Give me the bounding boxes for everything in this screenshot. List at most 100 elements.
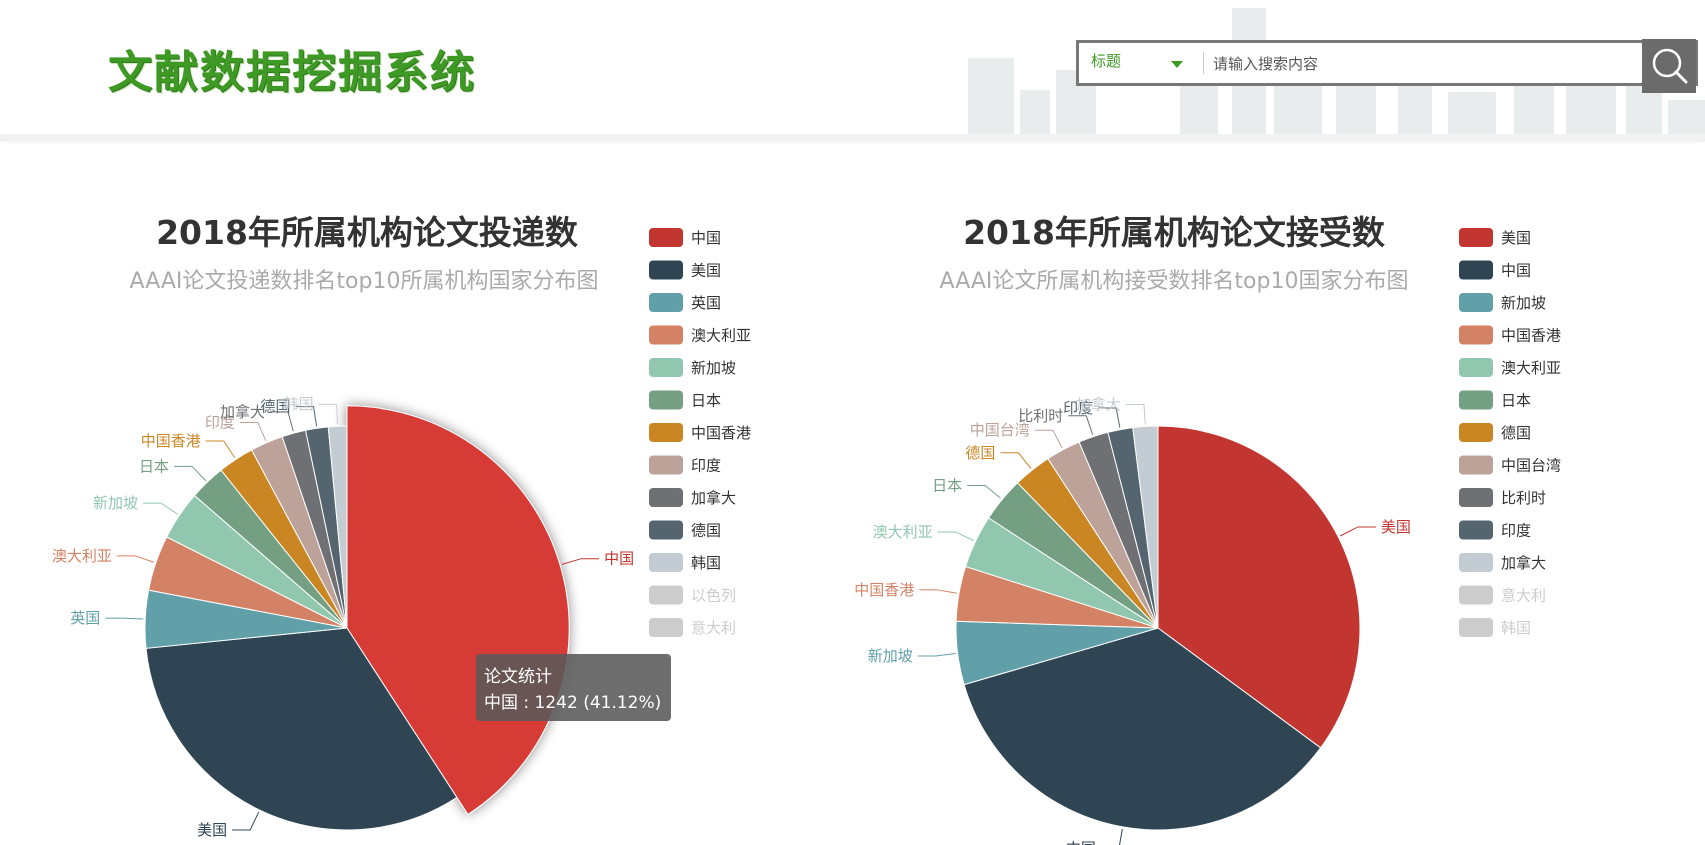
legend-label: 中国台湾 [1501,457,1561,475]
legend-item[interactable]: 以色列 [649,585,736,605]
slice-label: 中国香港 [141,432,201,450]
legend-item[interactable]: 印度 [1459,520,1531,540]
legend-label: 中国 [691,229,721,247]
slice-label: 新加坡 [93,494,138,512]
legend-swatch [1459,325,1493,345]
label-line [270,411,294,432]
legend-swatch [649,260,683,280]
legend-swatch [649,520,683,540]
legend-item[interactable]: 中国 [1459,260,1531,280]
legend-item[interactable]: 澳大利亚 [649,325,751,345]
legend-swatch [649,488,683,507]
slice-label: 印度 [205,413,235,431]
label-line [1068,415,1094,435]
legend-label: 中国香港 [1501,327,1561,345]
header-bar: 文献数据挖掘系统 标题 [0,0,1705,141]
legend-item[interactable]: 韩国 [649,553,721,572]
legend-item[interactable]: 德国 [1459,423,1531,442]
legend-swatch [1459,260,1493,280]
legend-label: 以色列 [691,587,736,605]
legend-item[interactable]: 日本 [649,390,721,410]
legend-swatch [1459,553,1493,572]
slice-label: 美国 [197,821,227,839]
chart-title: 2018年所属机构论文接受数 [963,213,1386,252]
legend-item[interactable]: 新加坡 [1459,293,1546,312]
slice-label: 比利时 [1018,407,1063,425]
search-input[interactable] [1211,47,1705,81]
pie-slice[interactable] [327,425,348,629]
legend-item[interactable]: 新加坡 [649,358,736,377]
legend-item[interactable]: 意大利 [1459,585,1546,605]
slice-label: 韩国 [284,395,314,413]
pie-slice[interactable] [963,627,1322,831]
legend-item[interactable]: 澳大利亚 [1459,358,1561,377]
legend-label: 澳大利亚 [1501,359,1561,377]
app-logo: 文献数据挖掘系统 [108,47,476,98]
legend-item[interactable]: 中国香港 [649,423,751,442]
legend-item[interactable]: 美国 [1459,228,1531,247]
legend-swatch [649,390,683,410]
slice-label: 加拿大 [220,403,265,421]
legend-item[interactable]: 韩国 [1459,618,1531,637]
legend-swatch [1459,488,1493,507]
label-line [116,555,155,563]
legend-item[interactable]: 加拿大 [649,488,736,507]
legend-item[interactable]: 中国香港 [1459,325,1561,345]
legend-label: 意大利 [691,619,736,637]
legend-item[interactable]: 英国 [649,293,721,312]
label-line [232,811,260,831]
legend-swatch [1459,618,1493,637]
legend-swatch [649,455,683,475]
search-divider [1203,52,1204,74]
slice-label: 印度 [1063,399,1093,417]
legend-label: 德国 [1501,424,1531,442]
slice-label: 澳大利亚 [52,547,112,565]
slice-label: 中国台湾 [970,421,1030,439]
legend-item[interactable]: 美国 [649,260,721,280]
label-line [239,421,267,442]
legend-label: 比利时 [1501,489,1546,507]
search-button[interactable] [1642,39,1696,93]
legend-label: 澳大利亚 [691,327,751,345]
tooltip-value: 中国 : 1242 (41.12%) [484,693,661,713]
label-line [917,653,956,657]
pie-slice[interactable] [1157,425,1361,749]
legend-swatch [1459,520,1493,540]
legend-item[interactable]: 加拿大 [1459,553,1546,572]
legend-label: 韩国 [691,554,721,572]
legend-label: 中国香港 [691,424,751,442]
legend-item[interactable]: 德国 [649,520,721,540]
legend-label: 日本 [691,392,721,410]
slice-label: 日本 [139,457,169,475]
tooltip-series: 论文统计 [484,667,552,687]
pie-slice[interactable] [145,627,458,831]
legend-item[interactable]: 日本 [1459,390,1531,410]
chart-subtitle: AAAI论文投递数排名top10所属机构国家分布图 [130,269,599,294]
label-line [105,617,144,620]
legend-swatch [1459,358,1493,377]
label-line [967,485,1001,499]
legend-item[interactable]: 印度 [649,455,721,475]
legend-item[interactable]: 比利时 [1459,488,1546,507]
legend-swatch [649,423,683,442]
search-type-select[interactable]: 标题 [1085,43,1189,83]
legend-swatch [1459,228,1493,247]
legend-item[interactable]: 中国台湾 [1459,455,1561,475]
legend-label: 新加坡 [691,359,736,377]
slice-label: 德国 [965,444,995,462]
legend-label: 日本 [1501,392,1531,410]
label-line [295,406,318,427]
chart-subtitle: AAAI论文所属机构接受数排名top10国家分布图 [940,269,1409,294]
label-line [205,440,236,458]
legend-label: 德国 [691,522,721,540]
legend-swatch [649,553,683,572]
legend-swatch [1459,455,1493,475]
pie-slice[interactable] [1132,425,1159,629]
slice-label: 中国香港 [854,581,914,599]
label-line [1098,407,1121,428]
legend-item[interactable]: 中国 [649,228,721,247]
legend-item[interactable]: 意大利 [649,618,736,637]
label-line [1339,526,1376,537]
legend-label: 加拿大 [691,489,736,507]
